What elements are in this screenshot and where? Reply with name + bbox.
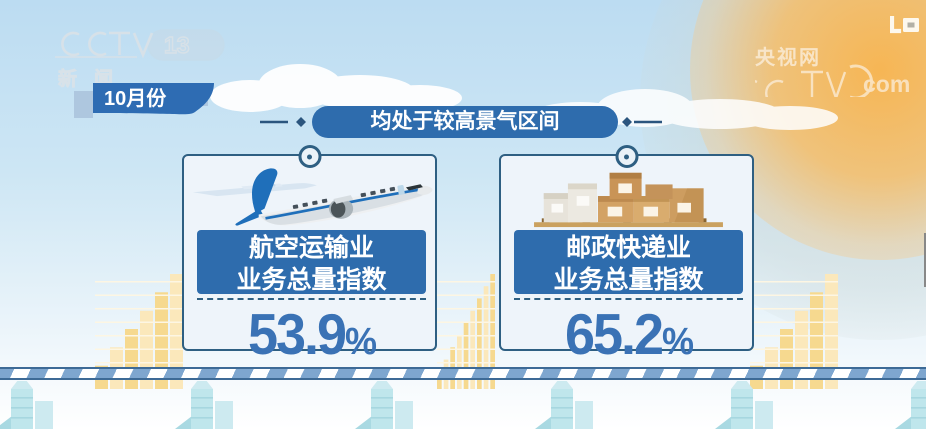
svg-text:央视网: 央视网	[755, 46, 821, 69]
svg-text:均处于较高景气区间: 均处于较高景气区间	[371, 109, 560, 133]
svg-text:com: com	[863, 71, 910, 97]
svg-text:13: 13	[164, 32, 190, 58]
svg-text:10月份: 10月份	[104, 86, 167, 110]
